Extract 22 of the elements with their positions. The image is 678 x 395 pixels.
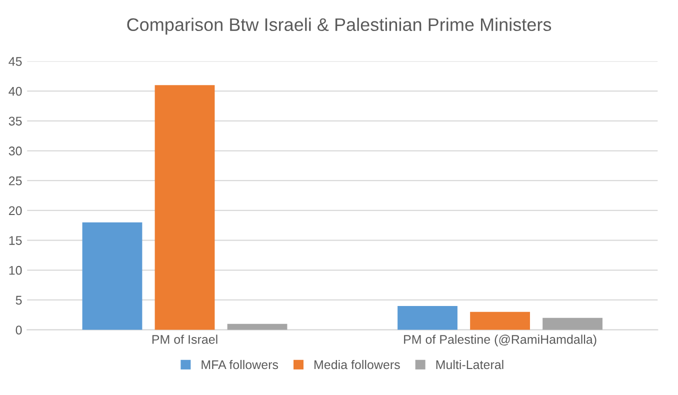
chart-title: Comparison Btw Israeli & Palestinian Prime Ministers (127, 18, 552, 35)
x-tick-label: PM of Israel (152, 334, 218, 344)
legend-label: Media followers (314, 360, 400, 370)
y-tick-label: 15 (9, 236, 22, 245)
legend-label: Multi-Lateral (436, 360, 504, 370)
bar (470, 312, 530, 330)
bar (227, 324, 288, 330)
bar (154, 85, 215, 330)
y-tick-label: 45 (8, 57, 22, 66)
x-tick-label: PM of Palestine (@RamiHamdalla) (404, 334, 596, 346)
bar (398, 306, 458, 330)
y-tick-label: 40 (8, 86, 22, 96)
y-tick-label: 25 (8, 176, 22, 186)
y-tick-label: 35 (8, 116, 22, 126)
y-tick-label: 30 (8, 146, 22, 156)
bar (82, 222, 142, 330)
y-tick-label: 5 (16, 296, 22, 305)
bar (542, 318, 602, 330)
y-tick-label: 20 (8, 206, 22, 216)
legend-label: MFA followers (202, 360, 278, 370)
y-tick-label: 0 (16, 326, 22, 334)
y-tick-label: 10 (9, 266, 22, 275)
